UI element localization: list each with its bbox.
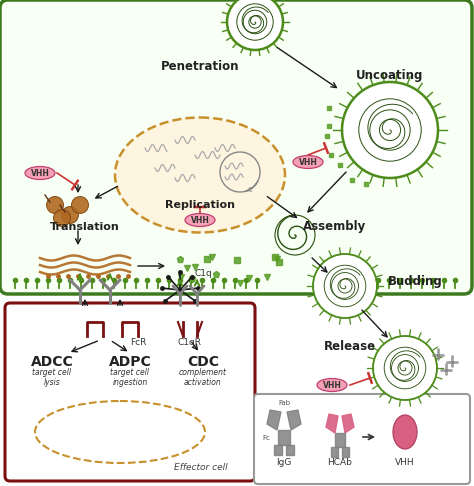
Text: Penetration: Penetration <box>161 60 239 73</box>
Text: C1q: C1q <box>195 268 213 278</box>
Text: complement
activation: complement activation <box>179 368 227 387</box>
Ellipse shape <box>317 379 347 392</box>
Text: Replication: Replication <box>165 200 235 210</box>
Circle shape <box>373 336 437 400</box>
Polygon shape <box>342 447 349 457</box>
Circle shape <box>227 0 283 50</box>
Circle shape <box>54 209 71 226</box>
Text: CDC: CDC <box>187 355 219 369</box>
Text: IgG: IgG <box>276 458 292 467</box>
Text: VHH: VHH <box>323 381 341 389</box>
Text: Effector cell: Effector cell <box>174 463 228 472</box>
Polygon shape <box>331 447 338 457</box>
Text: VHH: VHH <box>30 169 49 177</box>
Ellipse shape <box>115 118 285 232</box>
Polygon shape <box>335 433 345 447</box>
Text: Budding: Budding <box>388 275 442 288</box>
Circle shape <box>46 196 64 213</box>
FancyBboxPatch shape <box>0 0 472 294</box>
Text: FcR: FcR <box>130 338 146 347</box>
Ellipse shape <box>293 156 323 169</box>
Text: VHH: VHH <box>395 458 415 467</box>
Text: Fc: Fc <box>262 435 270 441</box>
Text: ADPC: ADPC <box>109 355 151 369</box>
Text: C1qR: C1qR <box>178 338 202 347</box>
Polygon shape <box>326 414 338 433</box>
Circle shape <box>62 207 79 224</box>
Text: target cell
lysis: target cell lysis <box>33 368 72 387</box>
Circle shape <box>72 196 89 213</box>
Polygon shape <box>267 410 281 430</box>
Polygon shape <box>274 445 282 455</box>
Ellipse shape <box>185 213 215 226</box>
FancyBboxPatch shape <box>254 394 470 484</box>
Text: VHH: VHH <box>191 215 210 225</box>
Polygon shape <box>286 445 294 455</box>
Polygon shape <box>342 414 354 433</box>
Text: Fab: Fab <box>278 400 290 406</box>
Text: Uncoating: Uncoating <box>356 69 424 82</box>
Circle shape <box>313 254 377 318</box>
Ellipse shape <box>25 167 55 179</box>
Text: Assembly: Assembly <box>303 220 366 233</box>
Text: Release: Release <box>324 340 376 353</box>
Text: HCAb: HCAb <box>328 458 353 467</box>
Text: Translation: Translation <box>50 222 120 232</box>
Text: ADCC: ADCC <box>31 355 73 369</box>
Polygon shape <box>287 410 301 430</box>
Text: target cell
ingestion: target cell ingestion <box>110 368 149 387</box>
Text: VHH: VHH <box>299 157 318 167</box>
Ellipse shape <box>393 415 417 449</box>
Polygon shape <box>278 430 290 445</box>
Circle shape <box>342 82 438 178</box>
FancyBboxPatch shape <box>5 303 255 481</box>
